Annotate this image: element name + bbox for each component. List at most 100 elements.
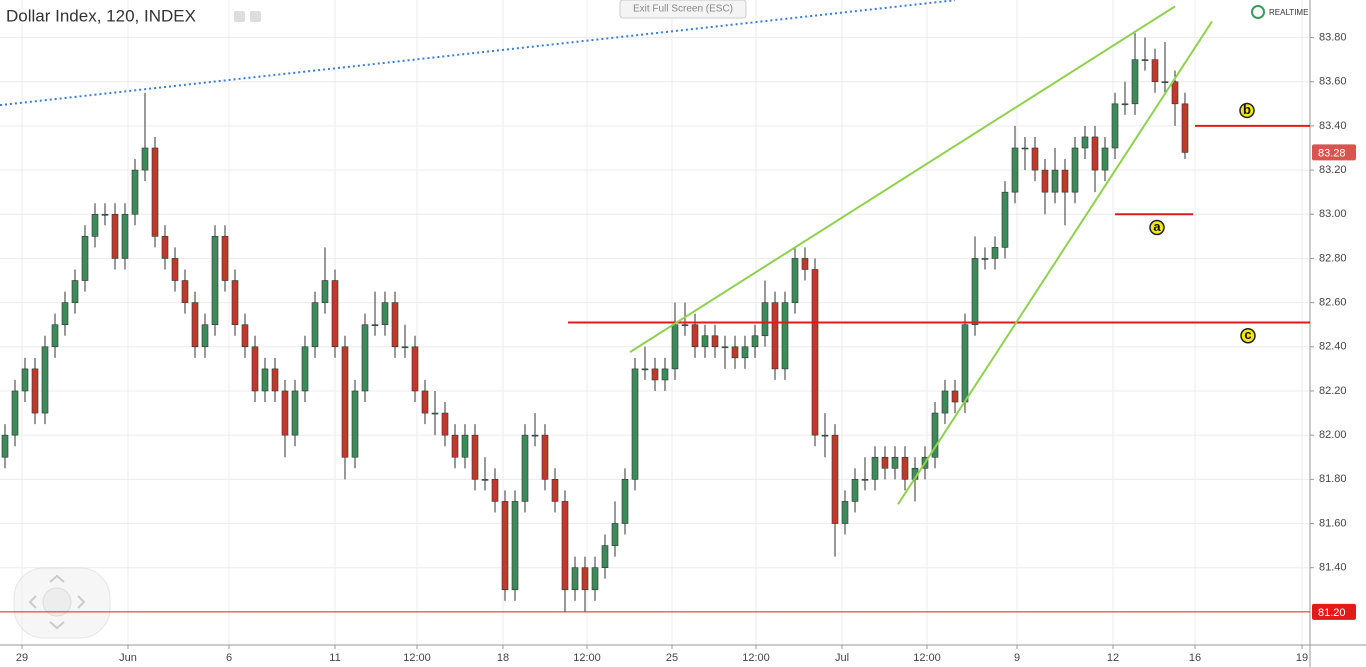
candle-body	[31, 368, 39, 414]
candle-body	[651, 368, 659, 381]
x-tick-label: 12:00	[913, 652, 941, 664]
candle-body	[1041, 169, 1049, 193]
candle-body	[141, 147, 149, 171]
candle-body	[901, 456, 909, 480]
candle-body	[71, 280, 79, 303]
candle-body	[471, 434, 479, 480]
annotation-label: b	[1243, 102, 1251, 117]
candle-body	[631, 368, 639, 480]
candle-body	[331, 280, 339, 348]
candle-body	[501, 501, 509, 591]
y-tick-label: 82.60	[1319, 297, 1347, 309]
candle-body	[271, 368, 279, 392]
candle-body	[341, 346, 349, 458]
icon[interactable]	[250, 11, 261, 22]
chart-title: Dollar Index, 120, INDEX	[6, 6, 196, 25]
x-tick-label: Jul	[835, 652, 849, 664]
navigation-widget[interactable]	[13, 567, 111, 639]
candle-body	[961, 324, 969, 403]
candle-body	[301, 346, 309, 392]
candle-body	[391, 302, 399, 348]
candle-body	[121, 213, 129, 259]
candle-body	[1151, 59, 1159, 83]
x-tick-label: 6	[226, 652, 232, 664]
candle-body	[1131, 59, 1139, 105]
x-tick-label: 19	[1296, 652, 1308, 664]
candle-body	[191, 302, 199, 348]
candle-body	[1011, 147, 1019, 193]
candle-body	[731, 346, 739, 359]
candle-body	[241, 324, 249, 348]
candle-body	[831, 434, 839, 524]
fullscreen-button[interactable]	[619, 0, 747, 19]
candle-body	[381, 302, 389, 326]
plot	[1, 33, 1189, 612]
candle-body	[161, 236, 169, 259]
x-tick-label: 16	[1189, 652, 1201, 664]
candle-body	[581, 567, 589, 591]
candle-body	[481, 479, 489, 481]
candle-body	[951, 390, 959, 403]
level-label: 81.20	[1318, 607, 1346, 619]
candle-body	[1, 434, 9, 458]
candle-body	[561, 501, 569, 591]
annotation-label: c	[1244, 327, 1251, 342]
candle-body	[441, 412, 449, 436]
icon[interactable]	[234, 11, 245, 22]
candle-body	[101, 213, 109, 216]
candle-body	[461, 434, 469, 458]
candle-body	[781, 302, 789, 370]
trendline	[629, 5, 1176, 353]
candle-body	[821, 434, 829, 437]
x-tick-label: 12	[1107, 652, 1119, 664]
y-tick-label: 83.20	[1319, 164, 1347, 176]
candle-body	[231, 280, 239, 326]
x-tick-label: 12:00	[742, 652, 770, 664]
x-tick-label: 29	[16, 652, 28, 664]
x-tick-label: 18	[497, 652, 509, 664]
candle-body	[91, 213, 99, 237]
candle-body	[431, 412, 439, 415]
x-tick-label: 12:00	[573, 652, 601, 664]
annotation-badge	[1240, 328, 1256, 344]
y-tick-label: 81.40	[1319, 562, 1347, 574]
annotation-badge	[1239, 102, 1255, 119]
candle-body	[371, 324, 379, 327]
candle-body	[691, 324, 699, 348]
annotation-badge	[1149, 219, 1165, 236]
candle-body	[151, 147, 159, 237]
candle-body	[771, 302, 779, 370]
candle-body	[181, 280, 189, 303]
candle-body	[741, 346, 749, 359]
candle-body	[451, 434, 459, 458]
candle-body	[131, 169, 139, 215]
y-tick-label: 83.00	[1319, 208, 1347, 220]
candle-body	[511, 501, 519, 591]
candle-body	[531, 434, 539, 437]
candle-body	[601, 545, 609, 568]
candle-body	[521, 434, 529, 502]
last-price-label: 83.28	[1318, 147, 1346, 159]
fullscreen-label: Exit Full Screen (ESC)	[633, 4, 733, 15]
x-tick-label: Jun	[119, 652, 137, 664]
candle-body	[541, 434, 549, 480]
candle-body	[981, 258, 989, 260]
candle-body	[41, 346, 49, 414]
candle-body	[1111, 103, 1119, 149]
trendline	[897, 20, 1213, 505]
candle-body	[711, 335, 719, 348]
candle-body	[591, 567, 599, 591]
candle-body	[791, 258, 799, 303]
candle-body	[891, 456, 899, 469]
y-tick-label: 83.60	[1319, 76, 1347, 88]
y-tick-label: 81.80	[1319, 473, 1347, 485]
candle-body	[1171, 81, 1179, 105]
candle-body	[361, 324, 369, 392]
candle-body	[1031, 147, 1039, 171]
candle-body	[841, 501, 849, 524]
candle-body	[1181, 103, 1189, 153]
candle-body	[261, 368, 269, 392]
candle-body	[51, 324, 59, 348]
candle-body	[1021, 147, 1029, 150]
